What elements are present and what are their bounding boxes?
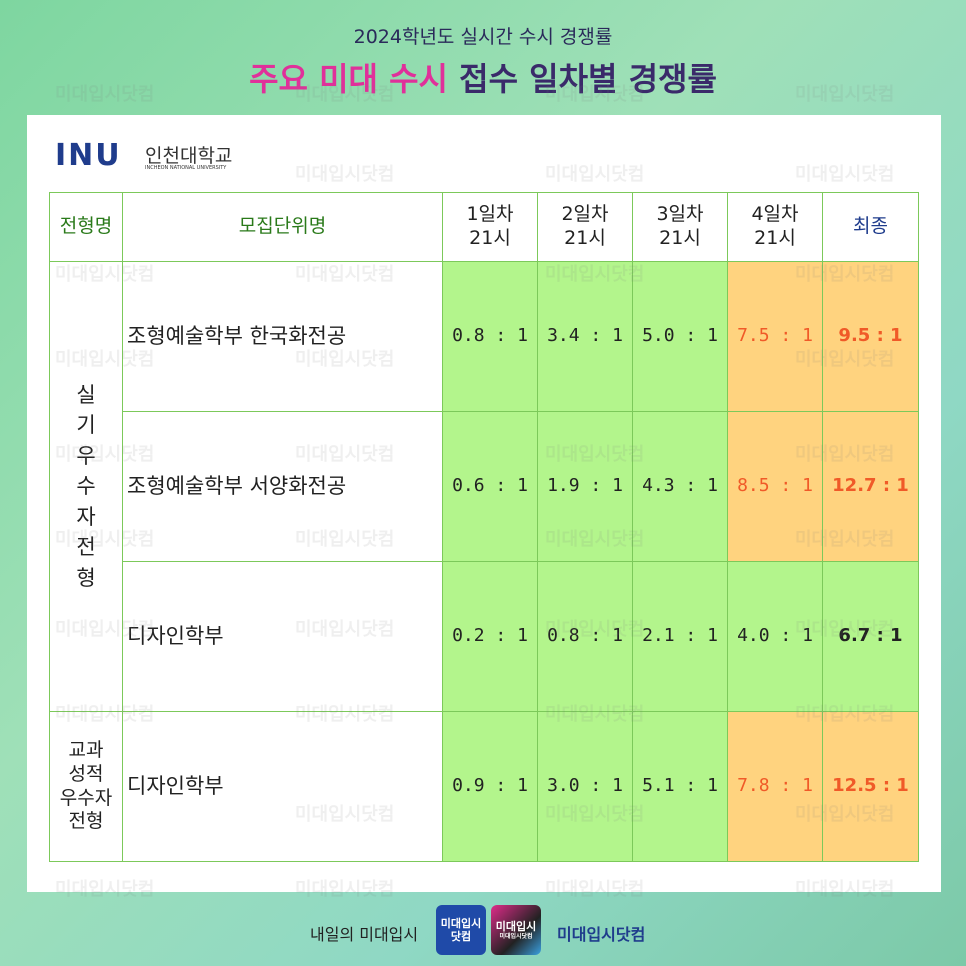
subtitle: 2024학년도 실시간 수시 경쟁률 <box>353 26 613 48</box>
title-rest: 접수 일차별 경쟁률 <box>459 60 717 98</box>
footer-logo: 미대입시 미대입시닷컴 <box>491 905 541 955</box>
value-cell: 6.7 : 1 <box>822 561 919 712</box>
unit-cell: 디자인학부 <box>122 561 443 712</box>
logo: INU 인천대학교 INCHEON NATIONAL UNIVERSITY <box>55 138 232 173</box>
group-text: 전형 <box>68 810 104 833</box>
group-text: 교과 <box>68 739 104 761</box>
header-cell: 최종 <box>822 192 919 262</box>
logo-text: 미대입시 <box>440 916 482 930</box>
header-text: 21시 <box>564 227 606 249</box>
group-text: 우수자 <box>59 786 113 809</box>
logo-mark: INU <box>55 138 122 173</box>
header-cell: 전형명 <box>49 192 123 262</box>
header-text: 21시 <box>754 227 796 249</box>
group-text: 성적 <box>68 762 104 785</box>
footer: 내일의 미대입시 미대입시 닷컴 미대입시 미대입시닷컴 미대입시닷컴 <box>0 905 966 955</box>
value-cell: 3.4 : 1 <box>537 261 633 412</box>
value-cell: 0.6 : 1 <box>442 411 538 562</box>
value-cell: 0.8 : 1 <box>442 261 538 412</box>
value-cell: 4.3 : 1 <box>632 411 728 562</box>
value-cell: 8.5 : 1 <box>727 411 823 562</box>
header-cell: 3일차 21시 <box>632 192 728 262</box>
unit-cell: 디자인학부 <box>122 711 443 862</box>
header-text: 21시 <box>469 227 511 249</box>
value-cell: 7.8 : 1 <box>727 711 823 862</box>
header-text: 모집단위명 <box>238 215 327 238</box>
value-cell: 3.0 : 1 <box>537 711 633 862</box>
footer-brand: 미대입시닷컴 <box>557 925 646 944</box>
value-cell: 5.1 : 1 <box>632 711 728 862</box>
header-text: 3일차 <box>656 203 704 226</box>
header-text: 최종 <box>853 215 888 238</box>
value-cell: 12.5 : 1 <box>822 711 919 862</box>
logo-text: 미대입시 <box>495 919 537 933</box>
header-text: 전형명 <box>59 215 113 238</box>
value-cell: 12.7 : 1 <box>822 411 919 562</box>
title-highlight: 주요 미대 수시 <box>249 60 448 98</box>
value-cell: 2.1 : 1 <box>632 561 728 712</box>
header-cell: 4일차 21시 <box>727 192 823 262</box>
header-cell: 2일차 21시 <box>537 192 633 262</box>
value-cell: 9.5 : 1 <box>822 261 919 412</box>
value-cell: 0.2 : 1 <box>442 561 538 712</box>
logo-english: INCHEON NATIONAL UNIVERSITY <box>145 165 227 171</box>
value-cell: 7.5 : 1 <box>727 261 823 412</box>
header-text: 21시 <box>659 227 701 249</box>
value-cell: 1.9 : 1 <box>537 411 633 562</box>
footer-logo: 미대입시 닷컴 <box>436 905 486 955</box>
group-cell: 교과 성적 우수자 전형 <box>49 711 123 862</box>
logo-text: 닷컴 <box>450 930 472 943</box>
unit-cell: 조형예술학부 서양화전공 <box>122 411 443 562</box>
group-cell: 실기우수자전형 <box>49 261 123 712</box>
title: 주요 미대 수시 접수 일차별 경쟁률 <box>0 54 966 100</box>
value-cell: 4.0 : 1 <box>727 561 823 712</box>
value-cell: 0.9 : 1 <box>442 711 538 862</box>
footer-slogan: 내일의 미대입시 <box>310 925 419 944</box>
header-cell: 모집단위명 <box>122 192 443 262</box>
unit-cell: 조형예술학부 한국화전공 <box>122 261 443 412</box>
logo-text: 미대입시닷컴 <box>499 933 533 940</box>
header-text: 1일차 <box>466 203 514 226</box>
value-cell: 0.8 : 1 <box>537 561 633 712</box>
header-text: 4일차 <box>751 203 799 226</box>
header-cell: 1일차 21시 <box>442 192 538 262</box>
group-text: 실기우수자전형 <box>76 382 96 590</box>
logo-name: 인천대학교 <box>145 145 233 167</box>
value-cell: 5.0 : 1 <box>632 261 728 412</box>
header-text: 2일차 <box>561 203 609 226</box>
